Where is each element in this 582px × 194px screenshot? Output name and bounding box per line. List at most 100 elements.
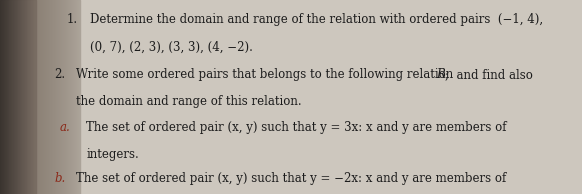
Bar <box>17 0 18 194</box>
Bar <box>16 0 17 194</box>
Bar <box>10 0 11 194</box>
Bar <box>51 0 52 194</box>
Bar <box>41 0 42 194</box>
Bar <box>67 0 68 194</box>
Bar <box>55 0 56 194</box>
Bar <box>34 0 35 194</box>
Text: b.: b. <box>54 172 65 185</box>
Bar <box>69 0 70 194</box>
Bar <box>20 0 21 194</box>
Bar <box>3 0 4 194</box>
Bar <box>14 0 15 194</box>
Bar <box>23 0 24 194</box>
Bar <box>76 0 77 194</box>
Bar <box>45 0 46 194</box>
Bar <box>36 0 37 194</box>
Bar <box>54 0 55 194</box>
Bar <box>27 0 28 194</box>
Bar <box>30 0 31 194</box>
Bar <box>4 0 5 194</box>
Bar <box>40 0 41 194</box>
Bar <box>7 0 8 194</box>
Bar <box>49 0 50 194</box>
Bar <box>59 0 60 194</box>
Bar <box>24 0 25 194</box>
Bar <box>26 0 27 194</box>
Bar <box>13 0 14 194</box>
Bar <box>24 0 25 194</box>
Bar <box>66 0 67 194</box>
Bar <box>22 0 23 194</box>
Bar <box>22 0 23 194</box>
Bar <box>11 0 12 194</box>
Text: the domain and range of this relation.: the domain and range of this relation. <box>76 95 301 108</box>
Bar <box>30 0 31 194</box>
Bar <box>14 0 15 194</box>
Bar <box>31 0 32 194</box>
Bar <box>34 0 35 194</box>
Bar <box>8 0 9 194</box>
Bar <box>0 0 1 194</box>
Bar <box>29 0 30 194</box>
Bar <box>19 0 20 194</box>
Bar <box>68 0 69 194</box>
Bar <box>32 0 33 194</box>
Bar <box>57 0 58 194</box>
Text: The set of ordered pair (x, y) such that y = −2x: x and y are members of: The set of ordered pair (x, y) such that… <box>76 172 506 185</box>
Bar <box>19 0 20 194</box>
Bar <box>21 0 22 194</box>
Text: 1.: 1. <box>67 13 78 26</box>
Bar <box>58 0 59 194</box>
Bar <box>39 0 40 194</box>
Text: R: R <box>436 68 445 81</box>
Bar <box>70 0 71 194</box>
Bar <box>73 0 74 194</box>
Bar <box>50 0 51 194</box>
Bar <box>15 0 16 194</box>
Bar <box>10 0 11 194</box>
Bar <box>12 0 13 194</box>
Bar <box>28 0 29 194</box>
Bar <box>29 0 30 194</box>
Text: ;  and find also: ; and find also <box>445 68 533 81</box>
Bar <box>64 0 65 194</box>
Bar <box>38 0 39 194</box>
Bar <box>6 0 7 194</box>
Bar <box>42 0 43 194</box>
Bar <box>60 0 61 194</box>
Bar <box>47 0 48 194</box>
Bar <box>18 0 19 194</box>
Bar <box>26 0 27 194</box>
Bar <box>21 0 22 194</box>
Bar <box>27 0 28 194</box>
Bar <box>62 0 63 194</box>
Bar <box>6 0 7 194</box>
Bar <box>53 0 54 194</box>
Text: (0, 7), (2, 3), (3, 3), (4, −2).: (0, 7), (2, 3), (3, 3), (4, −2). <box>90 41 253 54</box>
Text: integers.: integers. <box>86 148 139 161</box>
Bar <box>52 0 53 194</box>
Bar <box>75 0 76 194</box>
Bar <box>33 0 34 194</box>
Bar <box>23 0 24 194</box>
Text: The set of ordered pair (x, y) such that y = 3x: x and y are members of: The set of ordered pair (x, y) such that… <box>86 121 507 134</box>
Bar <box>25 0 26 194</box>
Bar <box>25 0 26 194</box>
Bar <box>56 0 57 194</box>
Bar <box>61 0 62 194</box>
Bar <box>48 0 49 194</box>
Bar <box>15 0 16 194</box>
Bar <box>31 0 32 194</box>
Bar <box>35 0 36 194</box>
Bar <box>5 0 6 194</box>
Bar <box>79 0 80 194</box>
Bar <box>77 0 78 194</box>
Bar <box>9 0 10 194</box>
Bar <box>16 0 17 194</box>
Bar <box>37 0 38 194</box>
Text: 2.: 2. <box>54 68 65 81</box>
Bar <box>65 0 66 194</box>
Bar <box>3 0 4 194</box>
Bar <box>20 0 21 194</box>
Bar <box>8 0 9 194</box>
